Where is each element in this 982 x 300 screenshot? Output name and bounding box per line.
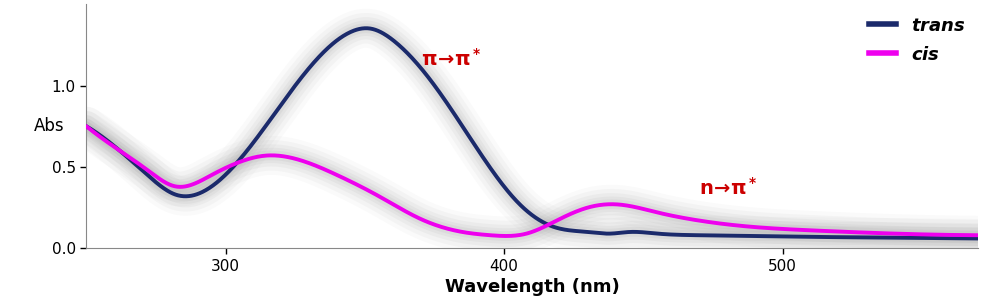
Text: $\mathbf{\pi} \!\mathbf{\rightarrow\! \pi^*}$: $\mathbf{\pi} \!\mathbf{\rightarrow\! \p… bbox=[420, 48, 481, 70]
X-axis label: Wavelength (nm): Wavelength (nm) bbox=[445, 278, 620, 296]
Y-axis label: Abs: Abs bbox=[33, 117, 64, 135]
Text: $\mathbf{n} \!\mathbf{\rightarrow\! \pi^*}$: $\mathbf{n} \!\mathbf{\rightarrow\! \pi^… bbox=[699, 177, 758, 199]
Legend: $\bfit{trans}$, $\bfit{cis}$: $\bfit{trans}$, $\bfit{cis}$ bbox=[862, 10, 972, 71]
